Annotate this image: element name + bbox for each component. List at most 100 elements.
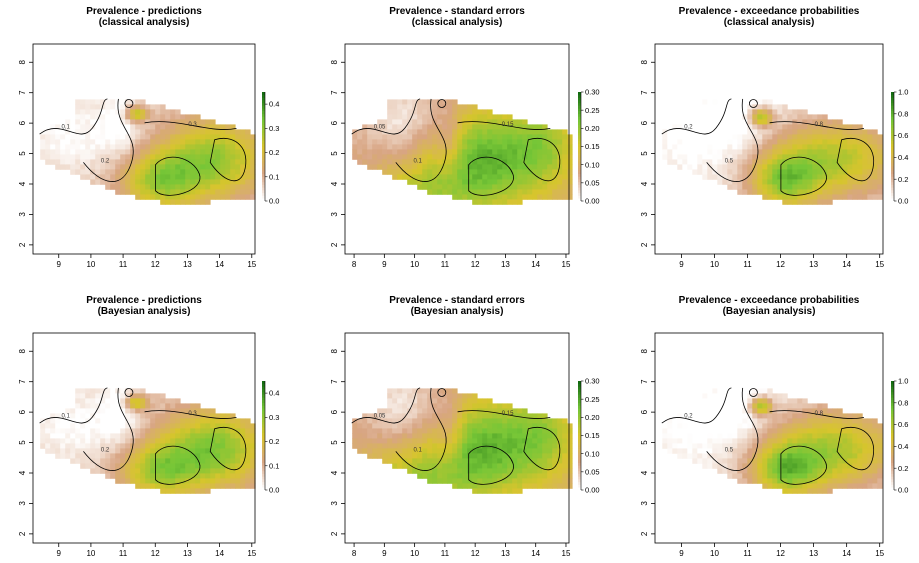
heatmap-cell	[757, 109, 763, 115]
heatmap-cell	[512, 164, 518, 170]
heatmap-cell	[215, 463, 221, 469]
heatmap-cell	[527, 438, 533, 444]
heatmap-cell	[442, 179, 448, 185]
colorbar-swatch	[578, 435, 581, 439]
heatmap-cell	[412, 418, 418, 424]
heatmap-cell	[140, 418, 146, 424]
heatmap-cell	[165, 184, 171, 190]
heatmap-cell	[777, 483, 783, 489]
heatmap-cell	[412, 433, 418, 439]
heatmap-cell	[822, 144, 828, 150]
heatmap-cell	[160, 408, 166, 414]
heatmap-cell	[742, 468, 748, 474]
heatmap-cell	[467, 413, 473, 419]
heatmap-cell	[492, 468, 498, 474]
heatmap-cell	[702, 99, 708, 105]
heatmap-cell	[797, 169, 803, 175]
heatmap-cell	[362, 154, 368, 160]
heatmap-cell	[422, 124, 428, 130]
colorbar-swatch	[578, 108, 581, 112]
colorbar-tick-label: 0.4	[898, 153, 908, 162]
heatmap-cell	[762, 453, 768, 459]
heatmap-cell	[392, 154, 398, 160]
colorbar-tick-label: 0.25	[585, 106, 600, 115]
heatmap-cell	[877, 159, 883, 165]
heatmap-cell	[727, 438, 733, 444]
heatmap-cell	[817, 164, 823, 170]
heatmap-cell	[140, 184, 146, 190]
heatmap-cell	[125, 144, 131, 150]
heatmap-cell	[567, 453, 573, 459]
heatmap-cell	[382, 438, 388, 444]
heatmap-cell	[145, 438, 151, 444]
y-tick-label: 6	[18, 409, 27, 414]
heatmap-cell	[70, 144, 76, 150]
heatmap-cell	[787, 179, 793, 185]
heatmap-cell	[135, 448, 141, 454]
heatmap-cell	[105, 408, 111, 414]
heatmap-cell	[70, 453, 76, 459]
heatmap-cell	[130, 189, 136, 195]
heatmap-cell	[692, 438, 698, 444]
heatmap-cell	[462, 194, 468, 200]
heatmap-cell	[402, 134, 408, 140]
colorbar-swatch	[578, 179, 581, 183]
x-tick-label: 11	[441, 549, 450, 558]
heatmap-cell	[372, 129, 378, 135]
heatmap-cell	[170, 144, 176, 150]
heatmap-cell	[772, 159, 778, 165]
heatmap-cell	[412, 119, 418, 125]
colorbar-swatch	[578, 421, 581, 425]
heatmap-cell	[205, 164, 211, 170]
heatmap-cell	[492, 189, 498, 195]
heatmap-cell	[65, 448, 71, 454]
heatmap-cell	[737, 164, 743, 170]
heatmap-cell	[542, 473, 548, 479]
heatmap-cell	[235, 154, 241, 160]
heatmap-cell	[230, 483, 236, 489]
heatmap-cell	[552, 189, 558, 195]
heatmap-cell	[437, 413, 443, 419]
colorbar-swatch	[891, 435, 894, 439]
y-tick-label: 5	[18, 151, 27, 156]
heatmap-cell	[502, 164, 508, 170]
heatmap-cell	[567, 189, 573, 195]
heatmap-cell	[145, 189, 151, 195]
heatmap-cell	[155, 154, 161, 160]
heatmap-cell	[732, 144, 738, 150]
heatmap-cell	[205, 438, 211, 444]
heatmap-cell	[547, 463, 553, 469]
heatmap-cell	[230, 164, 236, 170]
heatmap-cell	[487, 488, 493, 494]
heatmap-cell	[75, 104, 81, 110]
heatmap-cell	[787, 478, 793, 484]
heatmap-cell	[562, 448, 568, 454]
heatmap-cell	[782, 114, 788, 120]
heatmap-cell	[125, 119, 131, 125]
heatmap-cell	[752, 398, 758, 404]
heatmap-cell	[787, 433, 793, 439]
heatmap-cell	[742, 179, 748, 185]
heatmap-cell	[757, 413, 763, 419]
heatmap-cell	[747, 139, 753, 145]
heatmap-cell	[707, 458, 713, 464]
heatmap-cell	[787, 174, 793, 180]
heatmap-cell	[462, 134, 468, 140]
heatmap-cell	[205, 478, 211, 484]
colorbar-swatch	[578, 402, 581, 406]
heatmap-cell	[787, 403, 793, 409]
heatmap-cell	[737, 468, 743, 474]
heatmap-cell	[742, 149, 748, 155]
heatmap-cell	[747, 169, 753, 175]
heatmap-cell	[85, 149, 91, 155]
heatmap-cell	[387, 418, 393, 424]
heatmap-cell	[777, 164, 783, 170]
heatmap-cell	[772, 129, 778, 135]
heatmap-cell	[105, 149, 111, 155]
heatmap-cell	[777, 398, 783, 404]
heatmap-cell	[562, 159, 568, 165]
heatmap-cell	[802, 428, 808, 434]
heatmap-cell	[527, 174, 533, 180]
heatmap-cell	[722, 428, 728, 434]
heatmap-cell	[442, 169, 448, 175]
